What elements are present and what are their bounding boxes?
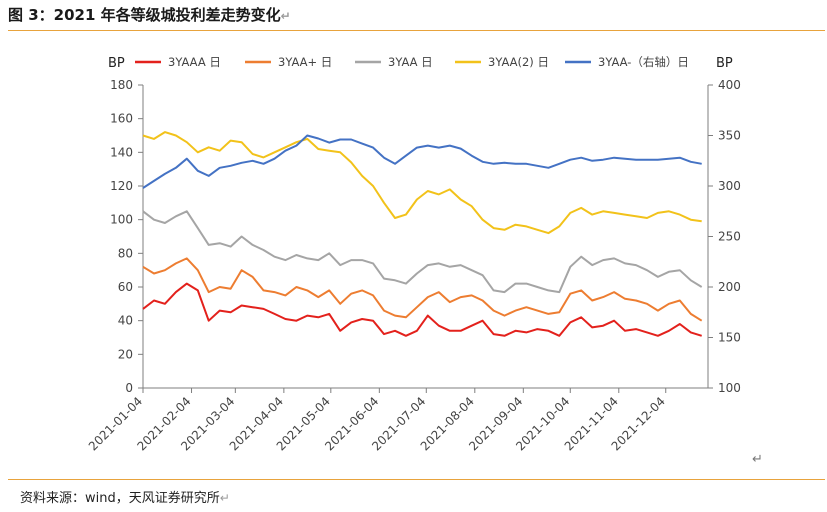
- source-note: 资料来源：wind，天风证券研究所↵: [20, 491, 230, 506]
- left-y-tick-label: 180: [110, 78, 133, 92]
- right-y-tick-label: 200: [718, 280, 741, 294]
- chart-axes: 0 20 40 60 80 100 120 140 160 180 100 150 200 250 300 3…: [86, 78, 741, 453]
- left-y-tick-label: 40: [118, 314, 133, 328]
- left-y-tick-label: 140: [110, 145, 133, 159]
- legend-label: 3YAA-（右轴）日: [598, 55, 689, 69]
- series-line: [142, 131, 702, 235]
- left-y-tick-label: 0: [125, 381, 133, 395]
- series-line: [142, 134, 702, 189]
- legend-label: 3YAAA 日: [168, 55, 221, 69]
- chart-legend: 3YAAA 日 3YAA+ 日 3YAA 日 3YAA(2) 日 3YAA-（右轴）日: [135, 55, 689, 69]
- left-y-tick-label: 80: [118, 246, 133, 260]
- left-axis-unit: BP: [108, 56, 125, 71]
- left-y-tick-label: 120: [110, 179, 133, 193]
- line-chart: 3YAAA 日 3YAA+ 日 3YAA 日 3YAA(2) 日 3YAA-（右轴）日 …: [86, 55, 741, 453]
- right-axis-unit: BP: [716, 56, 733, 71]
- top-divider: [8, 30, 825, 31]
- right-y-tick-label: 400: [718, 78, 741, 92]
- figure-title: 图 3：2021 年各等级城投利差走势变化↵: [8, 6, 291, 24]
- chart-series: [142, 131, 703, 337]
- right-y-tick-label: 150: [718, 331, 741, 345]
- series-line: [142, 282, 702, 337]
- legend-label: 3YAA(2) 日: [488, 55, 549, 69]
- left-y-tick-label: 100: [110, 213, 133, 227]
- right-y-tick-label: 300: [718, 179, 741, 193]
- right-y-tick-label: 350: [718, 129, 741, 143]
- left-y-tick-label: 60: [118, 280, 133, 294]
- left-y-tick-label: 20: [118, 347, 133, 361]
- legend-label: 3YAA+ 日: [278, 55, 332, 69]
- right-y-tick-label: 250: [718, 230, 741, 244]
- left-y-tick-label: 160: [110, 112, 133, 126]
- return-mark: ↵: [752, 452, 763, 467]
- paragraph-mark: ↵: [280, 9, 291, 23]
- legend-label: 3YAA 日: [388, 55, 433, 69]
- series-line: [142, 257, 703, 322]
- right-y-tick-label: 100: [718, 381, 741, 395]
- bottom-divider: [8, 479, 825, 480]
- series-line: [142, 210, 703, 294]
